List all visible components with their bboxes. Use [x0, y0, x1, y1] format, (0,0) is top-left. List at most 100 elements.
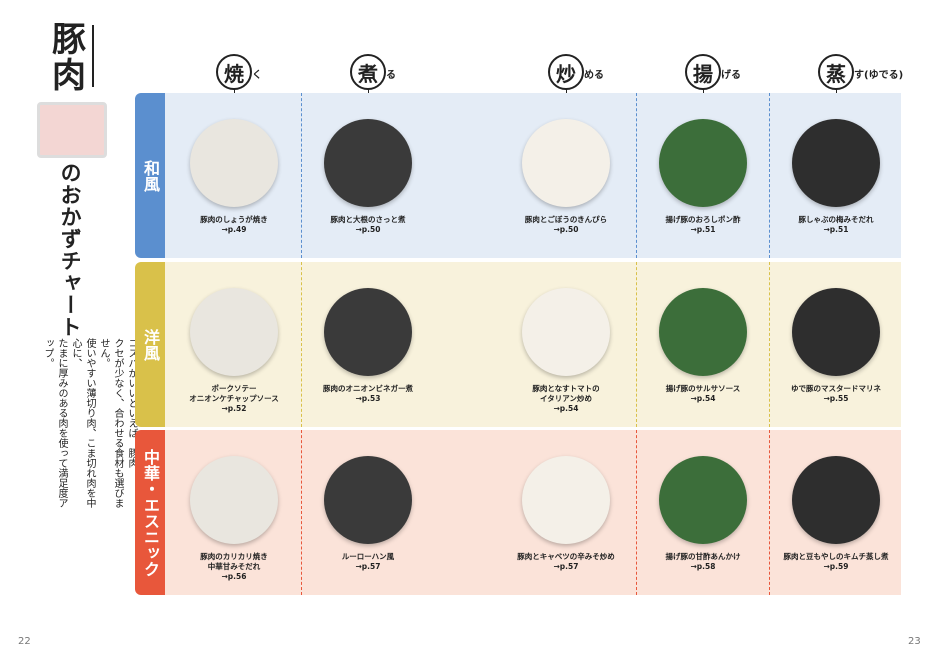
- row-label: 和風: [135, 93, 165, 258]
- page-number: 23: [908, 636, 921, 647]
- dish-page: →p.54: [553, 404, 579, 413]
- dish-caption: ゆで豚のマスタードマリネ →p.55: [771, 384, 901, 404]
- dish-name: 豚肉のカリカリ焼き: [200, 552, 268, 561]
- dish-photo: [522, 456, 610, 544]
- dish-photo: [522, 119, 610, 207]
- header-circle: 蒸: [818, 54, 854, 90]
- dish-page: →p.53: [355, 394, 381, 403]
- dish-page: →p.54: [690, 394, 716, 403]
- dish-page: →p.55: [823, 394, 849, 403]
- divider: [301, 93, 302, 258]
- header-circle: 揚: [685, 54, 721, 90]
- divider: [769, 262, 770, 427]
- dish-caption: 揚げ豚のおろしポン酢 →p.51: [638, 215, 768, 235]
- title-rule: [92, 25, 94, 87]
- dish-page: →p.56: [221, 572, 247, 581]
- description-line: たまに厚みのある肉を使って満足度アップ。: [42, 338, 67, 508]
- dish-caption: 豚しゃぶの梅みそだれ →p.51: [771, 215, 901, 235]
- dish-name: 豚肉のオニオンビネガー煮: [323, 384, 413, 393]
- dish-photo: [324, 456, 412, 544]
- dish-name: 揚げ豚のおろしポン酢: [665, 215, 741, 224]
- header-kana: げる: [721, 70, 741, 81]
- dish-page: →p.58: [690, 562, 716, 571]
- divider: [301, 262, 302, 427]
- dish-caption: 豚肉とごぼうのきんぴら →p.50: [501, 215, 631, 235]
- dish-caption: 豚肉とキャベツの辛みそ炒め →p.57: [501, 552, 631, 572]
- dish-page: →p.52: [221, 404, 247, 413]
- dish-caption: 豚肉のオニオンビネガー煮 →p.53: [303, 384, 433, 404]
- dish-photo: [324, 288, 412, 376]
- dish-name: ルーローハン風: [341, 552, 395, 561]
- dish-caption: 豚肉のしょうが焼き →p.49: [169, 215, 299, 235]
- dish-caption: 揚げ豚のサルサソース →p.54: [638, 384, 768, 404]
- description: コスパがいいといえば、豚肉。 クセが少なく、合わせる食材も選びません。 使いやすい薄…: [40, 338, 138, 508]
- dish-photo: [324, 119, 412, 207]
- dish-name: ゆで豚のマスタードマリネ: [791, 384, 881, 393]
- dish-photo: [659, 456, 747, 544]
- title: 豚肉: [52, 20, 86, 96]
- header-line: [836, 88, 837, 94]
- row-label: 中華・エスニック: [135, 430, 165, 595]
- dish-caption: ポークソテー オニオンケチャップソース →p.52: [169, 384, 299, 414]
- dish-name: 豚肉と豆もやしのキムチ蒸し煮: [783, 552, 889, 561]
- header-kana: める: [584, 70, 604, 81]
- header-line: [703, 88, 704, 94]
- header-line: [368, 88, 369, 94]
- dish-name: ポークソテー: [211, 384, 257, 393]
- dish-photo: [659, 288, 747, 376]
- header-kana: る: [386, 70, 396, 81]
- dish-caption: 豚肉のカリカリ焼き 中華甘みそだれ →p.56: [169, 552, 299, 582]
- dish-page: →p.51: [823, 225, 849, 234]
- dish-name: 揚げ豚の甘酢あんかけ: [665, 552, 741, 561]
- dish-page: →p.57: [355, 562, 381, 571]
- dish-name: イタリアン炒め: [540, 394, 592, 403]
- dish-name: 揚げ豚のサルサソース: [665, 384, 741, 393]
- dish-name: 豚しゃぶの梅みそだれ: [798, 215, 874, 224]
- dish-photo: [522, 288, 610, 376]
- header-kana: す(ゆでる): [854, 70, 904, 81]
- row-label: 洋風: [135, 262, 165, 427]
- dish-photo: [659, 119, 747, 207]
- dish-photo: [792, 456, 880, 544]
- dish-photo: [190, 119, 278, 207]
- divider: [636, 93, 637, 258]
- dish-page: →p.49: [221, 225, 247, 234]
- dish-name: 中華甘みそだれ: [207, 562, 261, 571]
- meat-photo: [37, 102, 107, 158]
- dish-photo: [190, 456, 278, 544]
- dish-caption: 豚肉と大根のさっと煮 →p.50: [303, 215, 433, 235]
- description-line: クセが少なく、合わせる食材も選びません。: [98, 338, 123, 508]
- divider: [636, 262, 637, 427]
- dish-page: →p.57: [553, 562, 579, 571]
- dish-page: →p.59: [823, 562, 849, 571]
- header-kana: く: [252, 70, 262, 81]
- dish-name: 豚肉となすトマトの: [532, 384, 600, 393]
- dish-page: →p.50: [553, 225, 579, 234]
- dish-caption: 豚肉と豆もやしのキムチ蒸し煮 →p.59: [771, 552, 901, 572]
- dish-name: 豚肉のしょうが焼き: [200, 215, 268, 224]
- header-line: [234, 88, 235, 94]
- dish-caption: ルーローハン風 →p.57: [303, 552, 433, 572]
- dish-name: 豚肉とごぼうのきんぴら: [524, 215, 608, 224]
- page-number: 22: [18, 636, 31, 647]
- dish-photo: [190, 288, 278, 376]
- divider: [636, 430, 637, 595]
- dish-name: 豚肉とキャベツの辛みそ炒め: [517, 552, 615, 561]
- dish-photo: [792, 288, 880, 376]
- divider: [301, 430, 302, 595]
- dish-name: オニオンケチャップソース: [189, 394, 279, 403]
- subtitle: のおかずチャート: [58, 162, 82, 338]
- dish-caption: 豚肉となすトマトの イタリアン炒め →p.54: [501, 384, 631, 414]
- dish-name: 豚肉と大根のさっと煮: [330, 215, 406, 224]
- divider: [769, 430, 770, 595]
- dish-caption: 揚げ豚の甘酢あんかけ →p.58: [638, 552, 768, 572]
- dish-page: →p.51: [690, 225, 716, 234]
- header-circle: 煮: [350, 54, 386, 90]
- header-circle: 炒: [548, 54, 584, 90]
- header-circle: 焼: [216, 54, 252, 90]
- description-line: 使いやすい薄切り肉、こま切れ肉を中心に、: [70, 338, 95, 508]
- header-line: [566, 88, 567, 94]
- dish-photo: [792, 119, 880, 207]
- description-line: コスパがいいといえば、豚肉。: [126, 338, 137, 478]
